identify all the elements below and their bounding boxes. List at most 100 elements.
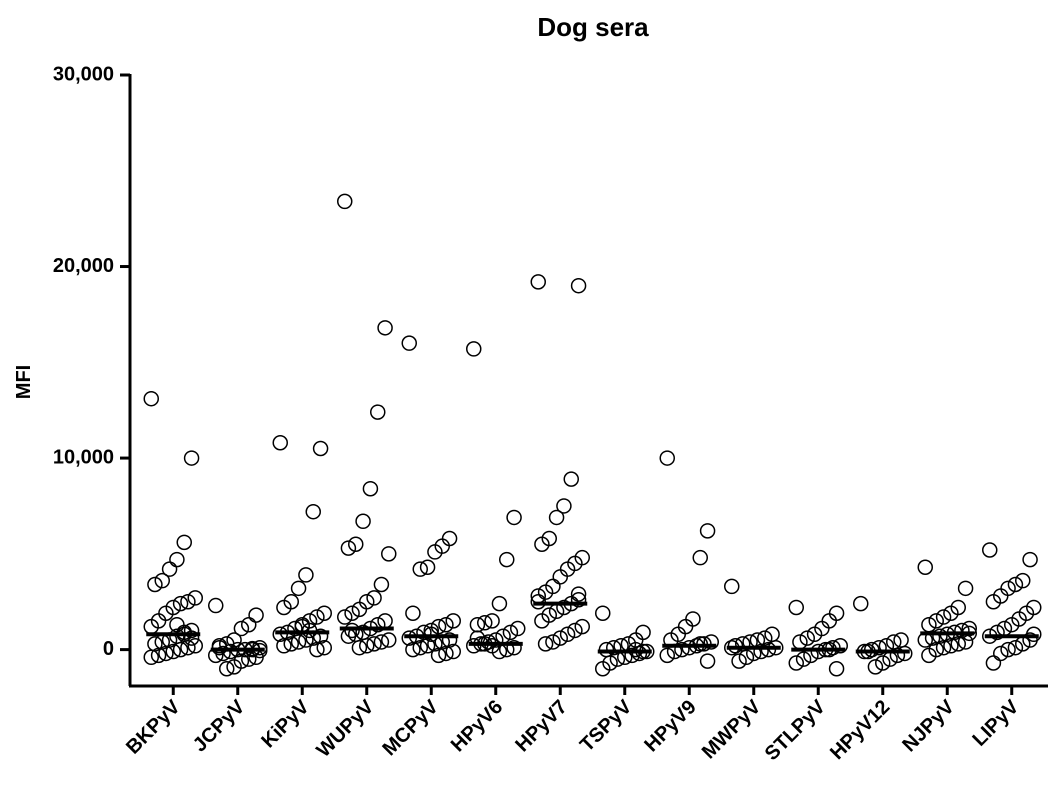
data-point [556, 498, 572, 514]
data-point [799, 630, 815, 646]
x-tick-label: MWPyV [698, 696, 766, 764]
data-point [506, 639, 522, 656]
data-point [355, 513, 371, 530]
data-point [169, 551, 185, 568]
data-point [943, 638, 959, 654]
data-point [821, 613, 837, 629]
data-point [677, 618, 694, 635]
data-point [276, 638, 292, 654]
data-point [143, 390, 159, 407]
data-point [731, 653, 747, 669]
data-point [1015, 572, 1031, 589]
data-point [165, 643, 181, 660]
data-point [427, 544, 443, 560]
data-point [537, 584, 554, 600]
data-point [405, 641, 421, 658]
data-point [154, 572, 170, 589]
data-point [552, 630, 568, 646]
data-point [351, 639, 368, 656]
data-point [312, 440, 329, 457]
data-point [226, 659, 242, 675]
data-point [143, 649, 159, 666]
data-point [276, 599, 292, 616]
data-point [373, 576, 390, 593]
data-point [226, 632, 242, 648]
data-point [337, 609, 353, 625]
data-point [699, 523, 716, 539]
x-tick-label: NJPyV [898, 696, 959, 757]
data-point [348, 536, 364, 553]
data-point [161, 561, 178, 577]
data-point [703, 634, 719, 650]
data-point [466, 341, 482, 357]
data-point [359, 638, 375, 654]
x-tick-label: MCPyV [379, 696, 444, 761]
data-point [889, 647, 906, 664]
x-tick-label: HPyV6 [447, 696, 507, 756]
data-point [272, 434, 288, 451]
data-point [169, 616, 185, 633]
y-tick-label: 0 [103, 638, 114, 660]
data-point [241, 651, 257, 667]
data-point [430, 647, 447, 664]
data-point [552, 569, 568, 585]
data-point [788, 655, 804, 671]
data-point [982, 542, 998, 558]
data-point [219, 661, 235, 677]
data-point [935, 609, 952, 625]
x-tick-label: HPyV7 [511, 696, 571, 756]
data-point [241, 616, 257, 633]
data-point [370, 404, 386, 420]
data-point [401, 335, 417, 351]
data-point [381, 632, 397, 648]
data-point [985, 655, 1002, 671]
data-point [344, 605, 360, 621]
data-point [438, 616, 454, 633]
data-point [441, 530, 458, 547]
data-point [606, 639, 622, 656]
data-point [928, 613, 944, 629]
data-point [351, 601, 368, 618]
data-point [377, 320, 393, 336]
data-point [559, 626, 576, 643]
data-point [180, 639, 196, 656]
data-point [381, 546, 397, 562]
data-point [172, 641, 189, 658]
data-point [362, 480, 379, 497]
data-point [187, 638, 203, 654]
data-point [806, 626, 823, 643]
data-point [208, 597, 224, 614]
data-point [158, 645, 174, 662]
data-point [853, 595, 869, 612]
x-tick-label: STLPyV [761, 696, 830, 765]
y-tick-label: 10,000 [53, 446, 114, 468]
data-point [699, 653, 716, 669]
data-point [570, 592, 587, 608]
data-point [484, 613, 500, 629]
data-point [150, 647, 167, 664]
data-point [570, 277, 587, 294]
data-point [595, 605, 611, 621]
data-point [989, 624, 1005, 641]
data-point [290, 634, 307, 650]
data-point [570, 586, 587, 602]
data-point [724, 578, 740, 595]
y-axis-label: MFI [13, 365, 35, 399]
data-point [738, 649, 755, 666]
x-tick-label: KiPyV [257, 696, 314, 753]
data-point [412, 561, 428, 577]
data-point [659, 647, 675, 664]
x-tick-label: HPyV12 [826, 696, 894, 764]
data-point [305, 503, 321, 520]
data-point [548, 509, 565, 526]
data-point [298, 567, 314, 583]
data-point [405, 605, 421, 621]
data-point [316, 605, 332, 621]
data-point [659, 450, 675, 466]
data-point [692, 549, 708, 566]
data-point [187, 590, 203, 606]
data-point [530, 274, 546, 290]
x-tick-label: TSPyV [576, 696, 637, 757]
data-point [534, 536, 550, 553]
